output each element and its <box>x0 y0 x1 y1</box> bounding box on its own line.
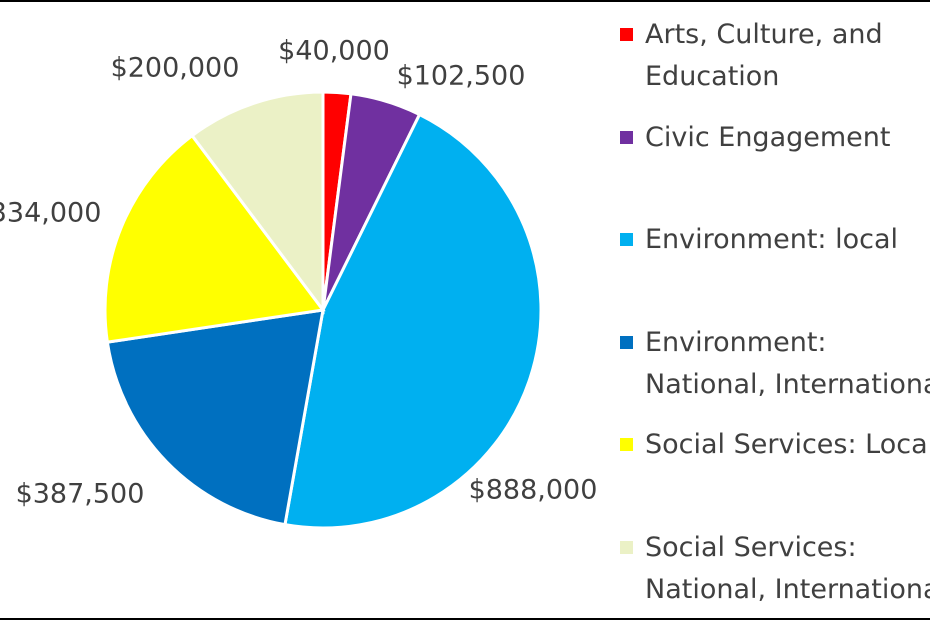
legend-swatch <box>620 438 633 451</box>
legend-entry: Social Services: Local <box>620 424 930 466</box>
pie-slice <box>105 308 325 527</box>
legend-entry: Environment: National, International <box>620 322 930 406</box>
pie-slice <box>190 90 325 315</box>
legend-entry: Environment: local <box>620 219 930 261</box>
pie-slice <box>283 112 543 530</box>
legend-swatch <box>620 541 633 554</box>
legend-swatch <box>620 336 633 349</box>
legend-label: Social Services: Local <box>645 429 930 460</box>
legend-swatch <box>620 233 633 246</box>
data-label: $387,500 <box>16 479 145 510</box>
legend-label: Environment: local <box>645 224 898 255</box>
data-label: $40,000 <box>278 36 390 67</box>
legend-label: Environment: National, International <box>645 327 930 400</box>
data-label: $200,000 <box>111 53 240 84</box>
legend-entry: Arts, Culture, and Education <box>620 14 930 98</box>
legend-label: Arts, Culture, and Education <box>645 19 883 92</box>
legend-swatch <box>620 28 633 41</box>
legend-label: Social Services: National, International <box>645 532 930 605</box>
data-label: $334,000 <box>0 198 101 229</box>
legend-entry: Civic Engagement <box>620 117 930 159</box>
pie-slice <box>103 133 326 344</box>
legend-entry: Social Services: National, International <box>620 527 930 611</box>
data-label: $102,500 <box>397 61 526 92</box>
legend-swatch <box>620 131 633 144</box>
data-label: $888,000 <box>469 475 598 506</box>
legend-label: Civic Engagement <box>645 122 891 153</box>
